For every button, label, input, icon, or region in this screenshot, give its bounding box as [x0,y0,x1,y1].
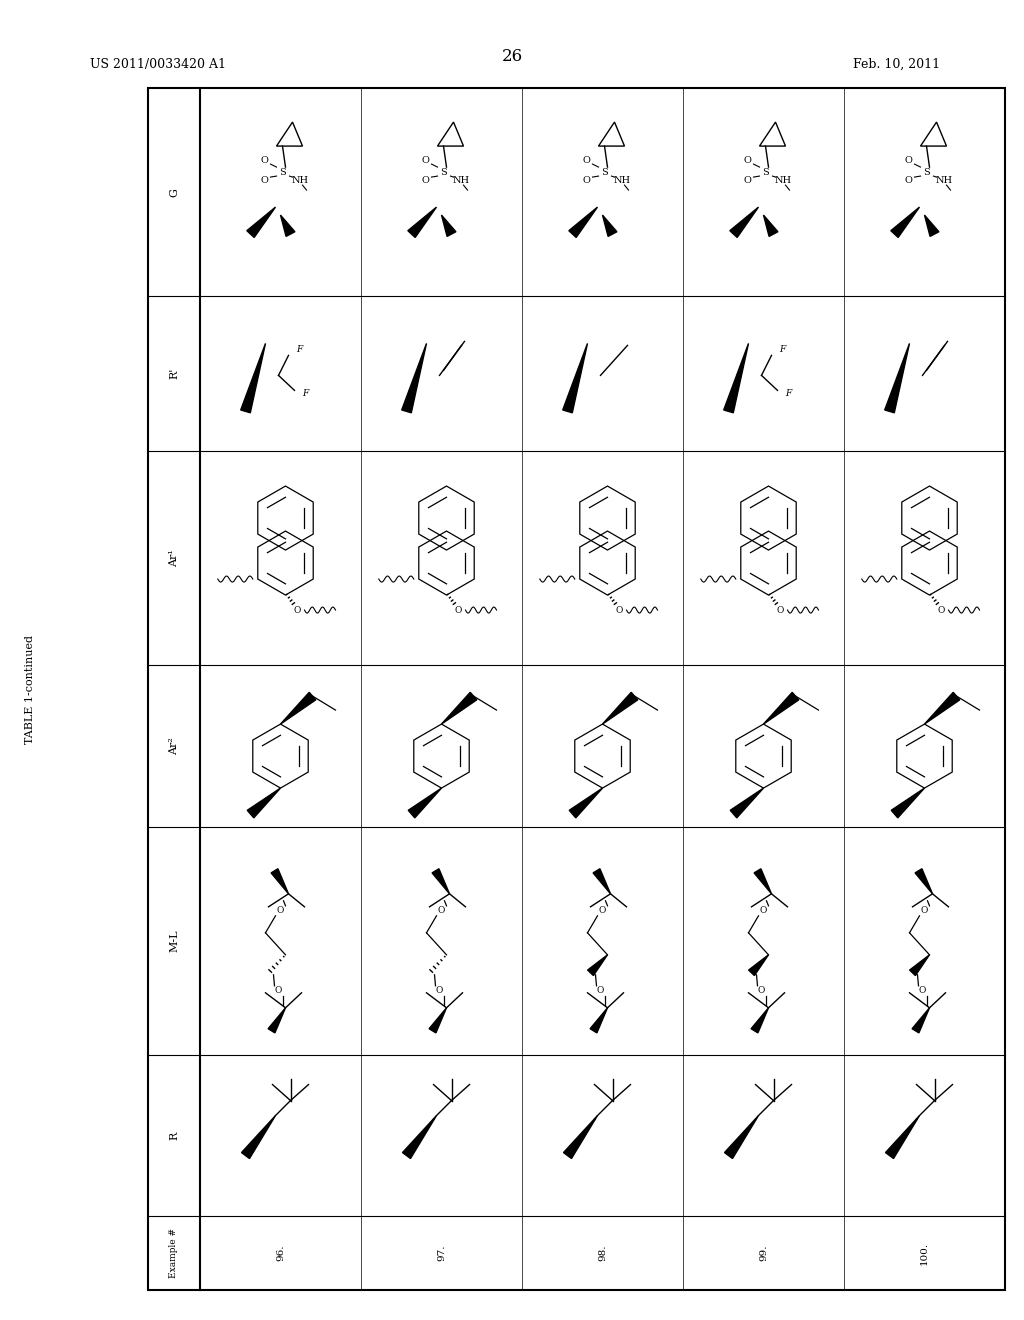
Polygon shape [409,788,441,818]
Text: 99.: 99. [759,1245,768,1262]
Text: O: O [921,907,928,915]
Text: O: O [294,606,301,615]
Text: S: S [440,168,446,177]
Text: 100.: 100. [920,1242,929,1265]
Text: O: O [583,156,591,165]
Text: TABLE 1-continued: TABLE 1-continued [25,635,35,743]
Text: 97.: 97. [437,1245,446,1262]
Polygon shape [568,207,597,238]
Text: O: O [743,176,752,185]
Polygon shape [441,692,477,725]
Text: S: S [601,168,608,177]
Polygon shape [602,692,638,725]
Polygon shape [281,692,315,725]
Text: O: O [422,156,429,165]
Text: O: O [583,176,591,185]
Text: F: F [779,345,785,354]
Polygon shape [441,215,456,236]
Polygon shape [751,1007,768,1032]
Text: O: O [904,156,912,165]
Polygon shape [563,1115,597,1159]
Polygon shape [408,207,436,238]
Polygon shape [891,788,925,818]
Polygon shape [429,1007,446,1032]
Text: 96.: 96. [276,1245,285,1262]
Polygon shape [909,954,930,975]
Text: G: G [169,187,179,197]
Text: O: O [436,986,443,995]
Polygon shape [912,1007,930,1032]
Text: Ar²: Ar² [169,737,179,755]
Text: F: F [297,345,303,354]
Text: 26: 26 [502,48,522,65]
Text: O: O [599,907,606,915]
Polygon shape [730,788,764,818]
Polygon shape [749,954,768,975]
Polygon shape [764,692,799,725]
Polygon shape [593,869,610,894]
Text: O: O [919,986,926,995]
Text: O: O [777,606,784,615]
Text: O: O [260,156,268,165]
Text: NH: NH [614,176,631,185]
Polygon shape [764,215,778,236]
Text: S: S [762,168,769,177]
Polygon shape [247,788,281,818]
Text: F: F [785,389,792,397]
Polygon shape [886,1115,920,1159]
Text: O: O [615,606,624,615]
Text: Feb. 10, 2011: Feb. 10, 2011 [853,58,940,71]
Bar [148,88,1005,1290]
Polygon shape [588,954,607,975]
Text: O: O [743,156,752,165]
Text: NH: NH [936,176,953,185]
Polygon shape [754,869,771,894]
Polygon shape [725,1115,759,1159]
Polygon shape [401,343,427,413]
Text: 98.: 98. [598,1245,607,1262]
Text: O: O [760,907,767,915]
Polygon shape [602,215,616,236]
Polygon shape [432,869,450,894]
Text: M-L: M-L [169,929,179,952]
Polygon shape [271,869,289,894]
Text: O: O [904,176,912,185]
Text: O: O [455,606,462,615]
Text: NH: NH [292,176,309,185]
Text: O: O [422,176,429,185]
Text: O: O [938,606,945,615]
Text: O: O [758,986,765,995]
Polygon shape [891,207,920,238]
Text: US 2011/0033420 A1: US 2011/0033420 A1 [90,58,226,71]
Polygon shape [569,788,602,818]
Text: O: O [260,176,268,185]
Polygon shape [730,207,759,238]
Text: Example #: Example # [170,1228,178,1278]
Polygon shape [925,692,959,725]
Polygon shape [925,215,939,236]
Polygon shape [590,1007,607,1032]
Text: S: S [280,168,286,177]
Polygon shape [241,343,265,413]
Polygon shape [915,869,933,894]
Text: O: O [274,986,283,995]
Polygon shape [242,1115,275,1159]
Polygon shape [247,207,275,238]
Text: O: O [276,907,285,915]
Text: S: S [923,168,930,177]
Text: Ar¹: Ar¹ [169,549,179,566]
Text: R': R' [169,368,179,379]
Polygon shape [281,215,295,236]
Text: F: F [302,389,309,397]
Text: O: O [438,907,445,915]
Text: NH: NH [775,176,792,185]
Polygon shape [724,343,749,413]
Text: NH: NH [453,176,470,185]
Polygon shape [563,343,588,413]
Text: R: R [169,1131,179,1139]
Polygon shape [885,343,909,413]
Polygon shape [402,1115,436,1159]
Polygon shape [268,1007,286,1032]
Text: O: O [597,986,604,995]
